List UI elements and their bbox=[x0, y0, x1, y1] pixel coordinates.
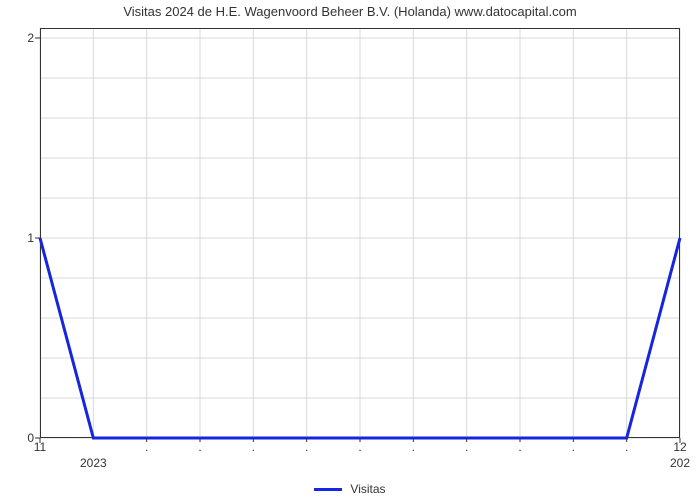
legend-label: Visitas bbox=[350, 482, 385, 496]
x-minor-tick-label: . bbox=[305, 440, 308, 454]
chart-svg bbox=[40, 28, 680, 438]
x-minor-tick-label: . bbox=[198, 440, 201, 454]
chart-area: 0121112..........2023202 bbox=[40, 28, 680, 438]
x-tick-label: 12 bbox=[673, 440, 686, 454]
chart-title: Visitas 2024 de H.E. Wagenvoord Beheer B… bbox=[0, 4, 700, 19]
x-year-label: 202 bbox=[670, 456, 690, 470]
x-minor-tick-label: . bbox=[465, 440, 468, 454]
x-minor-tick-label: . bbox=[252, 440, 255, 454]
x-tick-label: 11 bbox=[34, 440, 46, 454]
x-minor-tick-label: . bbox=[572, 440, 575, 454]
chart-legend: Visitas bbox=[0, 482, 700, 496]
x-year-label: 2023 bbox=[80, 456, 107, 470]
x-minor-tick-label: . bbox=[358, 440, 361, 454]
x-minor-tick-label: . bbox=[412, 440, 415, 454]
legend-swatch bbox=[314, 488, 342, 491]
x-minor-tick-label: . bbox=[145, 440, 148, 454]
y-tick-label: 1 bbox=[27, 231, 34, 245]
x-minor-tick-label: . bbox=[518, 440, 521, 454]
x-minor-tick-label: . bbox=[625, 440, 628, 454]
y-tick-label: 2 bbox=[27, 31, 34, 45]
